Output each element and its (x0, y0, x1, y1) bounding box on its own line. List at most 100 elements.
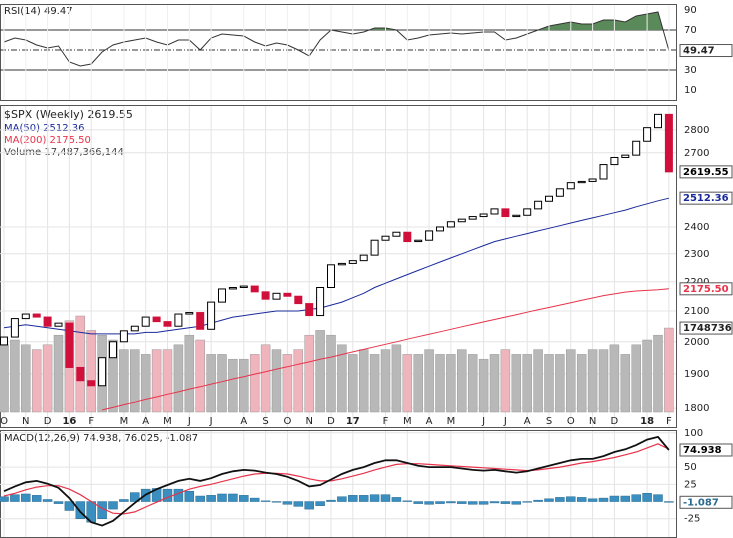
macd-hist-bar (64, 501, 75, 511)
macd-hist-bar (282, 501, 293, 505)
candle-body (588, 178, 597, 182)
price-panel (0, 105, 677, 428)
candle-body (196, 312, 205, 330)
x-tick-label: A (240, 416, 247, 427)
macd-hist-bar (217, 493, 227, 502)
volume-bar (130, 349, 140, 413)
macd-hist-bar (631, 494, 641, 502)
candle-body (370, 239, 379, 256)
volume-bar (620, 354, 631, 413)
volume-bar (173, 344, 184, 413)
candle-body (468, 216, 477, 220)
volume-bar (162, 349, 173, 413)
rsi-value-tag: 49.47 (683, 46, 715, 57)
x-tick-label: O (567, 416, 575, 427)
x-tick-label: S (546, 416, 552, 427)
volume-bar (609, 344, 620, 413)
volume-bar (337, 344, 347, 413)
candle-body (294, 295, 303, 305)
volume-bar (315, 330, 325, 413)
volume-bar (369, 354, 380, 413)
x-tick-label: M (447, 416, 456, 427)
macd-tick-label: -25 (684, 514, 700, 525)
candle-body (446, 221, 455, 228)
candle-body (490, 208, 499, 215)
volume-bar (424, 349, 434, 413)
candle-body (632, 140, 641, 156)
volume-bar (0, 344, 9, 413)
candle-body (21, 313, 30, 320)
ma200-value-tag: 2175.50 (683, 284, 729, 295)
volume-bar (86, 330, 96, 413)
volume-bar (260, 344, 271, 413)
macd-hist-bar (228, 493, 238, 502)
macd-value-tag-box (679, 443, 733, 457)
macd-hist-bar (239, 495, 249, 502)
candle-body (185, 312, 194, 315)
macd-tick-label: 100 (684, 428, 703, 439)
macd-hist-bar (435, 501, 445, 504)
macd-hist-bar (489, 501, 500, 504)
volume-bar (380, 349, 391, 413)
x-tick-label: N (589, 416, 596, 427)
macd-hist-bar (380, 494, 391, 502)
macd-hist-bar (609, 495, 620, 502)
macd-hist-bar (544, 498, 554, 502)
candle-body (555, 188, 564, 197)
volume-bar (598, 349, 609, 413)
candle-body (65, 322, 74, 368)
candle-body (218, 288, 226, 303)
candle-body (348, 260, 357, 264)
ma50-legend: MA(50) 2512.36 (4, 123, 85, 134)
ma50-line (3, 197, 670, 335)
ma200-line (101, 288, 669, 411)
volume-bar (75, 315, 86, 413)
macd-hist-bar (249, 497, 260, 502)
candle-body (327, 264, 335, 289)
volume-bar (467, 354, 478, 413)
candle-body (283, 292, 292, 297)
x-tick-label: A (142, 416, 149, 427)
candle-body (457, 218, 466, 223)
x-tick-label: 17 (346, 416, 360, 427)
macd-hist-bar (358, 495, 369, 502)
candle-body (250, 285, 259, 293)
macd-hist-bar (446, 501, 456, 504)
candle-body (359, 254, 368, 262)
candle-body (337, 262, 346, 266)
candle-body (239, 285, 248, 289)
x-tick-label: O (283, 416, 291, 427)
x-tick-label: F (383, 416, 389, 427)
candle-body (414, 239, 423, 243)
candle-body (381, 235, 390, 241)
macd-hist-bar (566, 496, 576, 502)
volume-bar (566, 349, 576, 413)
volume-bar (555, 354, 565, 413)
y-tick-label: 1900 (684, 369, 709, 380)
y-tick-label: 2300 (684, 249, 709, 260)
candle-body (228, 287, 237, 290)
price-value-tag-box (679, 165, 733, 179)
macd-hist-bar (184, 490, 195, 502)
macd-hist-bar (457, 501, 467, 504)
macd-hist-bar (293, 501, 304, 507)
volume-bar (282, 354, 293, 413)
volume-bar (446, 354, 456, 413)
volume-bar (217, 354, 227, 413)
volume-bar (21, 344, 31, 413)
candle-body (643, 127, 652, 142)
macd-hist-bar (467, 501, 478, 505)
rsi-line (3, 11, 670, 67)
candle-body (174, 313, 183, 327)
macd-hist-bar (369, 494, 380, 502)
candle-body (141, 316, 150, 327)
volume-bar (53, 334, 64, 413)
rsi-tick-label: 10 (684, 85, 697, 96)
macd-hist-bar (598, 497, 609, 502)
x-tick-label: A (524, 416, 531, 427)
candle-body (32, 313, 41, 318)
volume-bar (402, 354, 413, 413)
volume-bar (119, 349, 129, 413)
volume-bar (348, 354, 358, 413)
volume-bar (326, 334, 336, 413)
